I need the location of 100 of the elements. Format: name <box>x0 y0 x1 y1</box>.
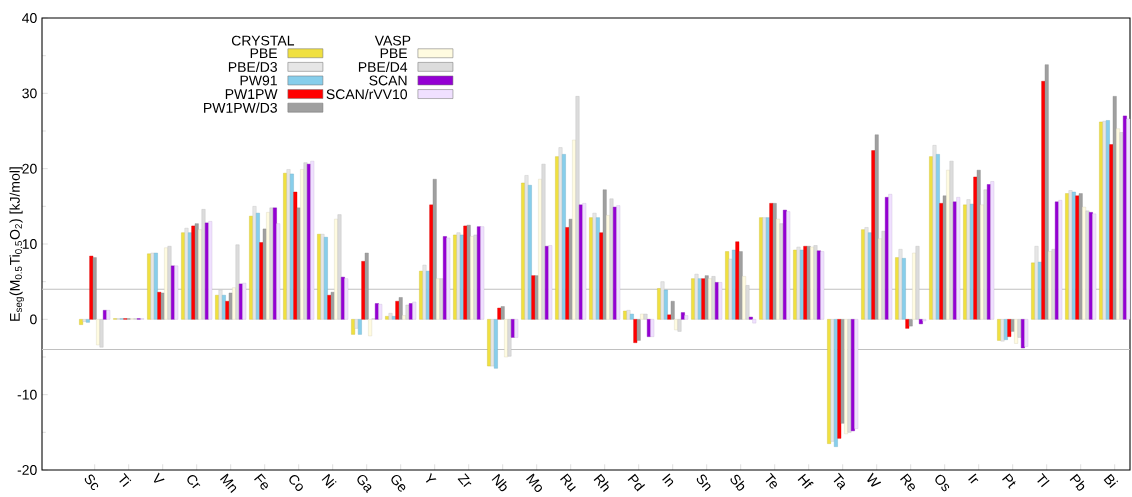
bar <box>942 195 947 320</box>
bar <box>888 194 893 320</box>
bar <box>847 319 852 433</box>
bar <box>494 319 498 369</box>
bar <box>364 252 369 320</box>
bar <box>830 319 835 442</box>
bar <box>303 162 308 320</box>
bar <box>150 252 155 320</box>
bar <box>432 179 437 320</box>
bar <box>201 209 206 320</box>
bar <box>514 319 519 338</box>
legend-label: PBE <box>380 48 407 59</box>
bar <box>422 264 427 320</box>
bar <box>296 207 301 320</box>
bar <box>575 96 580 320</box>
bar <box>874 134 879 320</box>
bar <box>919 319 923 325</box>
bar <box>548 245 553 320</box>
bar <box>976 169 981 320</box>
bar <box>966 199 971 320</box>
legend-label: PW1PW <box>225 89 278 99</box>
bar <box>568 218 573 320</box>
bar <box>324 237 328 320</box>
bar <box>490 319 495 367</box>
bar <box>320 234 325 320</box>
bar <box>473 234 478 320</box>
bar <box>106 310 111 320</box>
x-tick-label: Hf <box>797 473 814 489</box>
bar <box>898 249 903 320</box>
bar <box>392 316 396 320</box>
x-tick-label: V <box>153 472 165 483</box>
bar <box>385 316 389 320</box>
bar <box>439 278 444 320</box>
bar <box>670 301 675 320</box>
bar <box>398 297 403 320</box>
x-tick-label: Y <box>425 472 437 483</box>
bar <box>681 312 685 320</box>
bar <box>592 212 597 320</box>
bar <box>711 276 716 320</box>
bar <box>623 310 627 320</box>
bar <box>1112 96 1117 320</box>
x-tick-label: Co <box>289 474 303 491</box>
bar <box>167 246 172 320</box>
bar <box>79 319 83 325</box>
x-tick-label: Zr <box>457 473 472 487</box>
bar <box>1000 319 1005 342</box>
bar <box>749 316 753 320</box>
bar <box>480 226 485 320</box>
x-tick-label: Nb <box>491 473 507 492</box>
x-tick-label: Pd <box>627 473 646 492</box>
x-tick-label: Sn <box>696 474 711 492</box>
bar <box>242 282 247 320</box>
bar <box>779 223 784 320</box>
bar <box>602 189 607 320</box>
x-tick-label: Fe <box>254 473 268 490</box>
legend-label: PW91 <box>240 75 277 86</box>
legend-label: PW1PW/D3 <box>204 102 277 113</box>
x-tick-label: Ta <box>833 472 845 491</box>
bar <box>1007 319 1012 337</box>
bar <box>86 319 90 323</box>
bar <box>1126 118 1131 320</box>
x-tick-label: Ir <box>968 473 979 484</box>
bar <box>650 319 655 337</box>
bar <box>1051 249 1056 320</box>
bar <box>402 315 406 320</box>
bar <box>1068 190 1073 320</box>
bar <box>368 319 372 337</box>
bar <box>310 160 315 320</box>
bar <box>840 319 845 424</box>
x-tick-label: Tl <box>1037 473 1050 488</box>
x-tick-label: Rh <box>593 473 609 493</box>
bar <box>854 319 859 429</box>
bar <box>932 145 937 320</box>
legend-label: PBE/D3 <box>228 61 277 73</box>
bar <box>558 147 563 320</box>
bar <box>881 231 886 320</box>
bar <box>1085 210 1090 320</box>
bar <box>902 258 906 320</box>
y-tick-label: -10 <box>17 389 37 400</box>
bar <box>616 205 621 320</box>
legend-label: PBE/D4 <box>358 61 408 73</box>
y-tick-label: 20 <box>22 163 37 174</box>
bar <box>184 227 189 320</box>
y-tick-label: 0 <box>30 314 37 325</box>
bar <box>337 214 342 320</box>
y-tick-label: 30 <box>22 88 37 99</box>
bar <box>643 313 648 320</box>
bar <box>524 175 529 320</box>
bar <box>738 251 743 320</box>
bar <box>1058 200 1063 320</box>
x-tick-label: Bi <box>1103 473 1119 488</box>
x-tick-label: W <box>867 472 882 487</box>
bar <box>235 244 240 320</box>
bar <box>694 273 699 320</box>
bar <box>983 189 988 320</box>
annotation: CRYSTAL <box>231 35 295 46</box>
bar <box>269 207 274 320</box>
x-tick-label: Te <box>765 472 777 489</box>
x-tick-label: Re <box>900 473 915 491</box>
bar <box>276 223 281 320</box>
